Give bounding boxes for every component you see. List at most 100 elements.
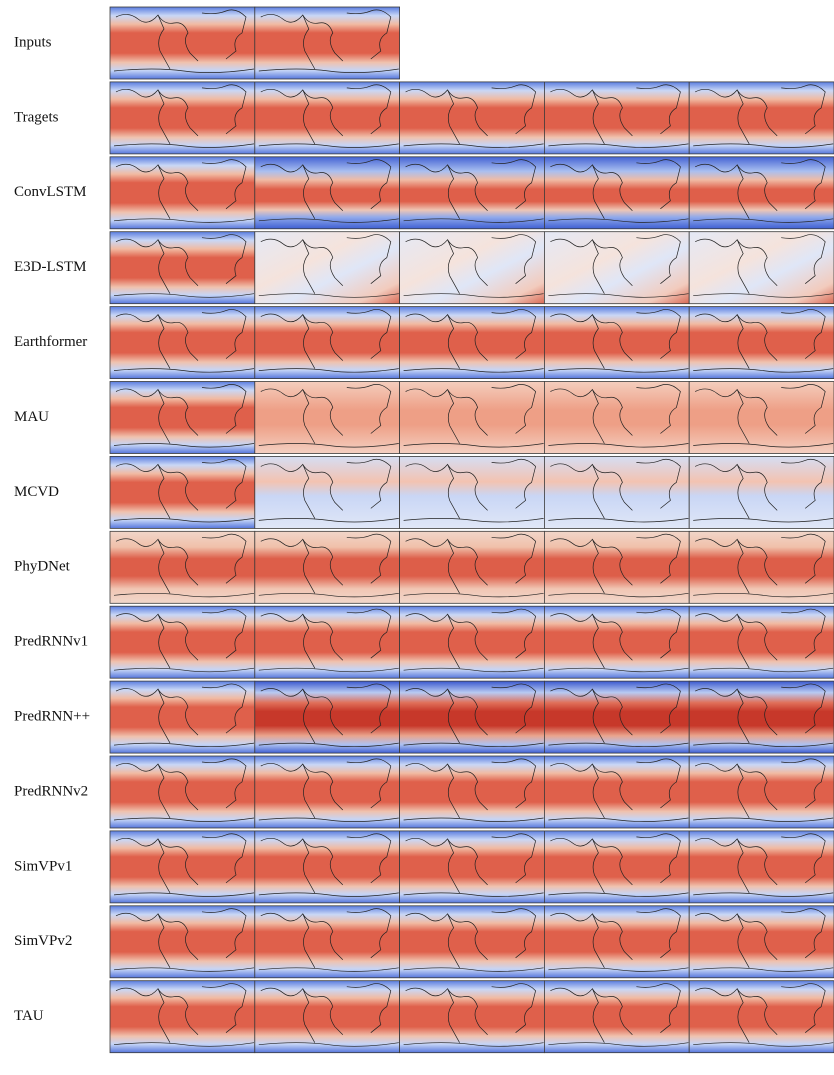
map-panel (544, 81, 690, 155)
coastline (113, 608, 255, 673)
coastline (403, 608, 544, 673)
map-panel (544, 755, 690, 829)
coastline (258, 234, 399, 298)
map-panel (399, 605, 545, 679)
row: MCVD (14, 455, 834, 529)
row: E3D-LSTM (14, 231, 834, 305)
coastline (403, 833, 544, 897)
map-panel (688, 306, 834, 380)
row-label: TAU (14, 1008, 44, 1024)
coastline (258, 9, 399, 73)
coastline (403, 533, 544, 598)
coastline (548, 683, 689, 748)
coastline (258, 683, 399, 748)
map-panel (688, 605, 834, 679)
coastline (258, 608, 399, 673)
coastline (403, 683, 544, 748)
coastline (113, 9, 255, 73)
map-panel (254, 455, 401, 529)
coastline (403, 309, 544, 373)
map-panel (544, 530, 690, 604)
row-label: PhyDNet (14, 559, 71, 575)
coastline (693, 983, 834, 1047)
coastline (693, 159, 834, 223)
coastline (113, 908, 255, 972)
map-panel (399, 755, 545, 829)
map-panel (109, 455, 256, 529)
map-panel (109, 905, 256, 979)
row-label: PredRNNv1 (14, 634, 88, 650)
map-panel (109, 755, 256, 829)
row-label: Earthformer (14, 334, 87, 350)
map-panel (109, 306, 256, 380)
coastline (113, 384, 255, 448)
map-panel (544, 980, 690, 1054)
coastline (403, 908, 544, 972)
row: SimVPv1 (14, 830, 834, 904)
coastline (258, 908, 399, 972)
row-label: E3D-LSTM (14, 259, 87, 275)
map-panel (109, 6, 256, 80)
map-panel (254, 81, 401, 155)
coastline (258, 309, 399, 373)
map-panel (688, 530, 834, 604)
map-panel (399, 680, 545, 754)
map-panel (254, 680, 401, 754)
coastline (258, 833, 399, 897)
map-panel (544, 306, 690, 380)
coastline (403, 159, 544, 223)
map-panel (399, 455, 545, 529)
map-panel (544, 905, 690, 979)
row-label: PredRNNv2 (14, 783, 88, 799)
row-label: SimVPv2 (14, 933, 72, 949)
coastline (548, 758, 689, 822)
map-panel (399, 156, 545, 230)
coastline (693, 758, 834, 822)
row: PredRNNv1 (14, 605, 834, 679)
map-panel (688, 680, 834, 754)
coastline (548, 234, 689, 298)
map-panel (254, 381, 401, 454)
map-panel (254, 605, 401, 679)
row: TAU (14, 980, 834, 1054)
map-panel (688, 455, 834, 529)
coastline (113, 159, 255, 223)
map-panel (109, 980, 256, 1054)
map-panel (109, 156, 256, 230)
map-panel (254, 905, 401, 979)
map-panel (399, 81, 545, 155)
coastline (548, 309, 689, 373)
map-panel (544, 156, 690, 230)
map-panel (109, 231, 256, 305)
row-label: Inputs (14, 34, 52, 50)
row: PhyDNet (14, 530, 834, 604)
coastline (403, 384, 544, 448)
coastline (693, 533, 834, 598)
map-panel (399, 306, 545, 380)
coastline (113, 458, 255, 523)
coastline (548, 833, 689, 897)
map-panel (399, 231, 545, 305)
row: PredRNNv2 (14, 755, 834, 829)
row-label: MAU (14, 409, 49, 425)
coastline (403, 84, 544, 148)
map-panel (544, 231, 690, 305)
map-panel (254, 530, 401, 604)
map-panel (544, 680, 690, 754)
coastline (258, 458, 399, 523)
row: Earthformer (14, 306, 834, 380)
coastline (693, 309, 834, 373)
coastline (113, 758, 255, 822)
coastline (258, 159, 399, 223)
coastline (548, 983, 689, 1047)
map-panel (109, 605, 256, 679)
map-panel (109, 530, 256, 604)
map-panel (544, 830, 690, 904)
coastline (693, 458, 834, 523)
row: Inputs (14, 6, 401, 80)
map-panel (399, 530, 545, 604)
row-label: MCVD (14, 484, 59, 500)
map-panel (254, 231, 401, 305)
